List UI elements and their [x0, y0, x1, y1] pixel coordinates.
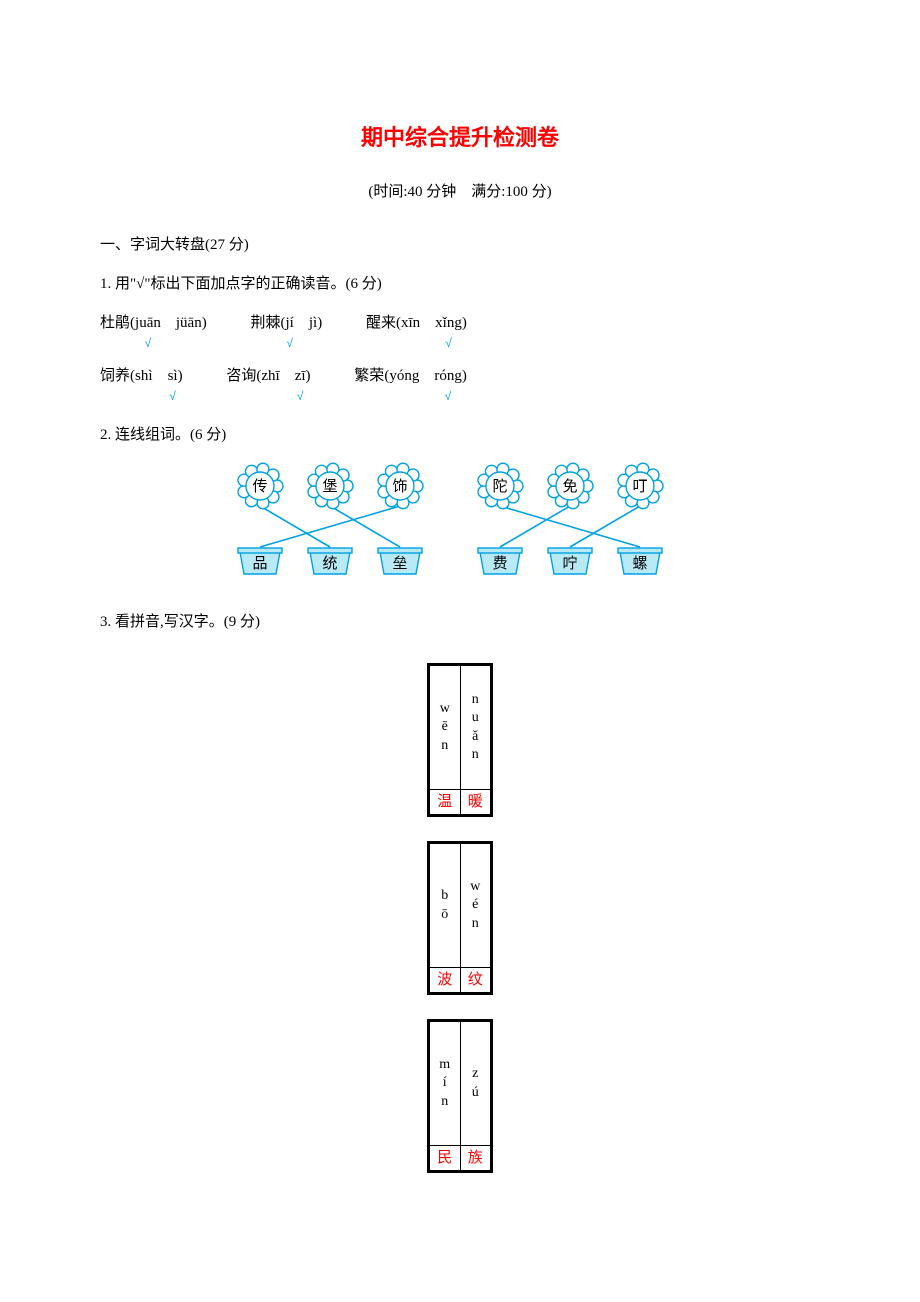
q3-container: wēn温nuǎn暖 bō波wén纹 mín民zú族	[100, 663, 820, 1173]
svg-text:咛: 咛	[562, 555, 577, 572]
pinyin-opt: yóng	[389, 368, 419, 384]
svg-text:品: 品	[252, 555, 267, 572]
hanzi-answer: 纹	[461, 967, 491, 992]
pinyin-cell: nuǎn	[461, 666, 491, 789]
pinyin-opt: jüān	[176, 315, 202, 331]
pinyin-opt-correct: jí	[285, 307, 293, 340]
q1-item: 咨询(zhī zī)	[226, 360, 310, 393]
svg-text:费: 费	[492, 555, 507, 572]
svg-text:垒: 垒	[392, 555, 407, 572]
pinyin-opt-correct: zī	[295, 360, 306, 393]
hanzi: 繁	[354, 368, 369, 384]
hanzi: 杜	[100, 315, 115, 331]
pinyin-cell: mín	[430, 1022, 460, 1145]
hanzi-answer: 波	[430, 967, 460, 992]
hanzi: 荆	[250, 315, 265, 331]
pinyin-opt-correct: juān	[135, 307, 161, 340]
q3-prompt: 3. 看拼音,写汉字。(9 分)	[100, 606, 820, 639]
pinyin-opt: xīn	[401, 315, 420, 331]
page-title: 期中综合提升检测卷	[100, 120, 820, 152]
hanzi: 询	[241, 368, 256, 384]
svg-text:传: 传	[252, 478, 267, 495]
pinyin-cell: bō	[430, 844, 460, 967]
subtitle: (时间:40 分钟 满分:100 分)	[100, 180, 820, 201]
hanzi-answer: 民	[430, 1145, 460, 1170]
hanzi-block: wēn温nuǎn暖	[100, 663, 820, 817]
pinyin-opt-correct: xǐng	[435, 307, 462, 340]
svg-text:螺: 螺	[632, 555, 647, 572]
pinyin-cell: zú	[461, 1022, 491, 1145]
hanzi-dotted: 咨	[226, 368, 241, 384]
hanzi-dotted: 鹃	[115, 315, 130, 331]
q1-row2: 饲养(shì sì) 咨询(zhī zī) 繁荣(yóng róng)	[100, 360, 820, 393]
svg-text:饰: 饰	[392, 478, 407, 495]
pinyin-opt-correct: róng	[434, 360, 462, 393]
pinyin-opt: zhī	[261, 368, 279, 384]
hanzi-block: mín民zú族	[100, 1019, 820, 1173]
svg-text:叮: 叮	[632, 479, 647, 495]
hanzi-dotted: 荣	[369, 368, 384, 384]
q1-item: 繁荣(yóng róng)	[354, 360, 467, 393]
hanzi-answer: 族	[461, 1145, 491, 1170]
q1-item: 杜鹃(juān jüān)	[100, 307, 207, 340]
q2-prompt: 2. 连线组词。(6 分)	[100, 419, 820, 452]
matching-diagram: 传 堡 饰 陀 免 叮品 统 垒 费 咛 螺	[220, 458, 700, 588]
q1-row1: 杜鹃(juān jüān) 荆棘(jí jì) 醒来(xīn xǐng)	[100, 307, 820, 340]
hanzi: 养	[115, 368, 130, 384]
svg-text:免: 免	[562, 478, 577, 495]
pinyin-cell: wén	[461, 844, 491, 967]
hanzi-dotted: 醒	[366, 315, 381, 331]
pinyin-opt: shì	[135, 368, 153, 384]
svg-text:陀: 陀	[492, 478, 507, 495]
hanzi-answer: 暖	[461, 789, 491, 814]
pinyin-opt-correct: sì	[168, 360, 178, 393]
hanzi: 来	[381, 315, 396, 331]
pinyin-opt: jì	[309, 315, 317, 331]
hanzi-dotted: 棘	[265, 315, 280, 331]
svg-text:堡: 堡	[322, 478, 337, 495]
hanzi-block: bō波wén纹	[100, 841, 820, 995]
section-heading: 一、字词大转盘(27 分)	[100, 229, 820, 262]
q1-item: 饲养(shì sì)	[100, 360, 183, 393]
q1-item: 荆棘(jí jì)	[250, 307, 322, 340]
q1-item: 醒来(xīn xǐng)	[366, 307, 467, 340]
q1-prompt: 1. 用"√"标出下面加点字的正确读音。(6 分)	[100, 268, 820, 301]
hanzi-answer: 温	[430, 789, 460, 814]
pinyin-cell: wēn	[430, 666, 460, 789]
hanzi-dotted: 饲	[100, 368, 115, 384]
svg-text:统: 统	[322, 555, 337, 572]
